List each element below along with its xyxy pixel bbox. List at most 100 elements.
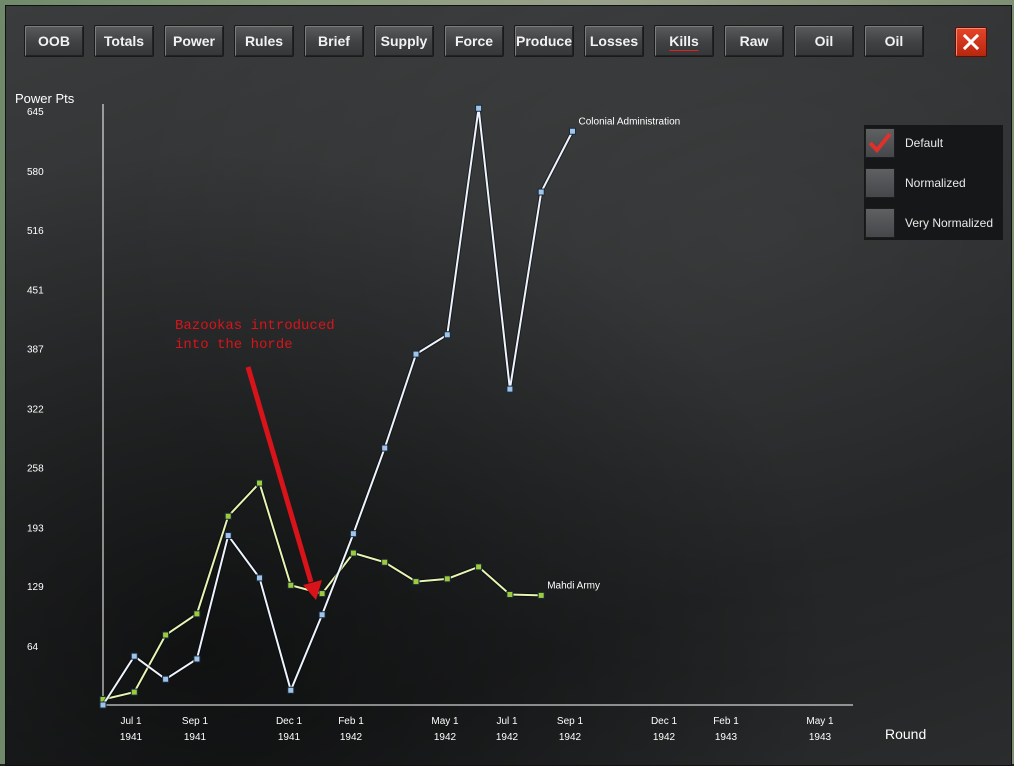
- data-point: [193, 610, 201, 618]
- annotation-text: Bazookas introduced into the horde: [175, 317, 335, 355]
- data-point: [224, 532, 232, 540]
- y-tick-label: 451: [27, 286, 44, 297]
- close-icon: [962, 33, 980, 51]
- data-point: [349, 549, 357, 557]
- y-tick-label: 129: [27, 582, 44, 593]
- chart-series: Mahdi Army Colonial Administration: [99, 104, 681, 709]
- data-point: [412, 578, 420, 586]
- option-normalized[interactable]: Normalized: [864, 166, 1003, 200]
- tab-brief[interactable]: Brief: [304, 25, 364, 57]
- tab-produce[interactable]: Produce: [514, 25, 574, 57]
- y-tick-labels: 645 580 516 451 387 322 258 193 129 64: [27, 107, 44, 653]
- arrow-shaft: [245, 366, 314, 583]
- chart-axes: [102, 104, 853, 706]
- close-button[interactable]: [955, 27, 987, 57]
- x-tick-year-label: 1941: [278, 732, 301, 743]
- data-point: [287, 686, 295, 694]
- option-default[interactable]: Default: [864, 126, 1003, 160]
- tab-label: OOB: [38, 33, 70, 49]
- data-point: [349, 530, 357, 538]
- tab-raw[interactable]: Raw: [724, 25, 784, 57]
- x-tick-label: May 1: [431, 716, 459, 727]
- data-point: [287, 581, 295, 589]
- x-tick-labels: Jul 1 1941 Sep 1 1941 Dec 1 1941 Feb 1 1942 May …: [120, 716, 834, 743]
- tab-label: Oil: [884, 33, 904, 49]
- tab-power[interactable]: Power: [164, 25, 224, 57]
- option-default-label: Default: [905, 136, 944, 150]
- tab-label: Supply: [380, 33, 428, 49]
- y-tick-label: 193: [27, 523, 44, 534]
- data-point: [475, 104, 483, 112]
- data-point: [506, 590, 514, 598]
- data-point: [443, 575, 451, 583]
- data-point: [256, 574, 263, 582]
- tab-kills[interactable]: Kills: [654, 25, 714, 57]
- y-tick-label: 645: [27, 107, 44, 118]
- x-tick-year-label: 1941: [120, 732, 143, 743]
- data-point: [537, 188, 545, 196]
- series-line-shadow: [101, 107, 575, 707]
- scale-options-panel: Default Normalized Very Normalized: [864, 125, 1003, 240]
- tab-label: Totals: [103, 33, 145, 49]
- data-point: [130, 652, 138, 660]
- data-point: [412, 350, 420, 358]
- data-point: [224, 512, 232, 520]
- x-tick-year-label: 1943: [715, 732, 738, 743]
- x-tick-label: Jul 1: [120, 716, 142, 727]
- data-point: [162, 631, 170, 639]
- x-tick-label: Dec 1: [276, 716, 303, 727]
- x-tick-year-label: 1942: [496, 732, 519, 743]
- data-point: [506, 385, 514, 393]
- tab-force[interactable]: Force: [444, 25, 504, 57]
- tab-totals[interactable]: Totals: [94, 25, 154, 57]
- x-tick-year-label: 1941: [184, 732, 207, 743]
- y-axis-title: Power Pts: [15, 91, 75, 106]
- data-point: [443, 331, 451, 339]
- option-normalized-label: Normalized: [905, 176, 966, 190]
- x-tick-label: Jul 1: [496, 716, 518, 727]
- tab-oob[interactable]: OOB: [24, 25, 84, 57]
- option-default-checkbox[interactable]: [865, 128, 895, 158]
- x-tick-label: Sep 1: [557, 716, 584, 727]
- tab-oil-2[interactable]: Oil: [864, 25, 924, 57]
- y-tick-label: 387: [27, 345, 44, 356]
- option-very-normalized-checkbox[interactable]: [865, 208, 895, 238]
- x-tick-label: May 1: [806, 716, 834, 727]
- option-very-normalized-label: Very Normalized: [905, 216, 994, 230]
- x-axis-title: Round: [885, 726, 927, 742]
- y-tick-label: 322: [27, 404, 44, 415]
- tab-label: Produce: [515, 33, 572, 49]
- x-tick-label: Dec 1: [651, 716, 678, 727]
- option-very-normalized[interactable]: Very Normalized: [864, 206, 1003, 240]
- x-tick-label: Feb 1: [338, 716, 364, 727]
- x-tick-year-label: 1942: [434, 732, 457, 743]
- tab-label: Brief: [318, 33, 350, 49]
- x-tick-year-label: 1942: [559, 732, 582, 743]
- data-point: [318, 590, 326, 598]
- series-line: [102, 108, 574, 706]
- y-tick-label: 516: [27, 226, 44, 237]
- tab-label: Kills: [669, 33, 699, 49]
- data-point: [162, 675, 170, 683]
- data-point: [537, 591, 545, 599]
- series-label: Mahdi Army: [547, 580, 600, 591]
- tab-oil[interactable]: Oil: [794, 25, 854, 57]
- tab-label: Rules: [244, 33, 284, 49]
- tab-label: Raw: [739, 33, 769, 49]
- y-tick-label: 580: [27, 167, 44, 178]
- tab-label: Force: [454, 33, 494, 49]
- data-point: [318, 611, 326, 619]
- series-label: Colonial Administration: [579, 116, 681, 127]
- tab-label: Power: [172, 33, 215, 49]
- tab-losses[interactable]: Losses: [584, 25, 644, 57]
- tab-supply[interactable]: Supply: [374, 25, 434, 57]
- arrow-head: [303, 580, 322, 600]
- x-tick-label: Feb 1: [713, 716, 739, 727]
- checkmark-icon: [868, 132, 892, 153]
- tab-label: Oil: [814, 33, 834, 49]
- option-normalized-checkbox[interactable]: [865, 168, 895, 198]
- tab-rules[interactable]: Rules: [234, 25, 294, 57]
- data-point: [475, 563, 483, 571]
- x-tick-year-label: 1943: [809, 732, 832, 743]
